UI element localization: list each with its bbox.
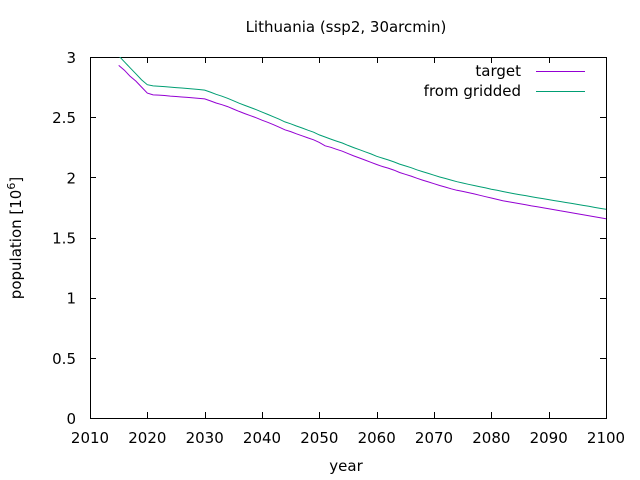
x-tick-label: 2100 — [587, 429, 625, 447]
series-line-target — [118, 65, 606, 220]
legend-label: from gridded — [424, 82, 521, 100]
y-tick-label: 0 — [66, 410, 76, 428]
x-tick-label: 2050 — [300, 429, 338, 447]
x-tick-label: 2090 — [530, 429, 568, 447]
plot-frame — [90, 57, 607, 419]
x-tick-label: 2010 — [71, 429, 109, 447]
x-tick-label: 2080 — [472, 429, 510, 447]
y-tick-label: 2 — [66, 169, 76, 187]
x-axis: 2010 2020 2030 2040 2050 2060 2070 2080 2090 2100 — [71, 57, 625, 447]
y-tick-label: 1 — [66, 290, 76, 308]
y-tick-label: 2.5 — [52, 109, 76, 127]
y-axis-label-exponent: 6 — [5, 183, 18, 190]
x-tick-label: 2020 — [128, 429, 166, 447]
x-axis-label: year — [329, 457, 363, 475]
y-axis-label-text: population [10 — [7, 190, 25, 300]
y-axis: 0 0.5 1 1.5 2 2.5 3 — [52, 49, 606, 428]
x-tick-label: 2060 — [358, 429, 396, 447]
legend: target from gridded — [424, 62, 585, 100]
y-axis-label: population [106] — [5, 177, 25, 299]
y-tick-label: 3 — [66, 49, 76, 67]
y-tick-label: 1.5 — [52, 230, 76, 248]
y-axis-label-close: ] — [7, 177, 25, 183]
series-line-from-gridded — [119, 57, 606, 210]
chart-title: Lithuania (ssp2, 30arcmin) — [246, 18, 447, 36]
legend-label: target — [475, 62, 521, 80]
x-tick-label: 2030 — [186, 429, 224, 447]
y-tick-label: 0.5 — [52, 350, 76, 368]
series-lines — [118, 57, 606, 220]
x-tick-label: 2070 — [415, 429, 453, 447]
x-tick-label: 2040 — [243, 429, 281, 447]
